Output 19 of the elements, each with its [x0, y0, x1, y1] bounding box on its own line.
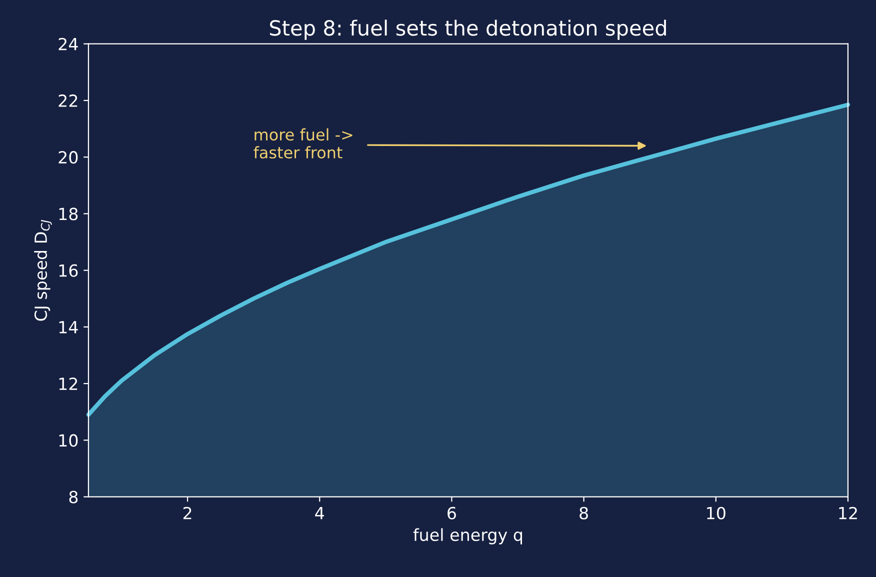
y-tick-label: 16 [59, 264, 78, 277]
y-axis-title: CJ speed D$_{CJ}$ [34, 220, 52, 321]
y-tick-label: 24 [58, 38, 78, 50]
annotation: more fuel -> faster front [254, 128, 352, 159]
x-tick-label: 12 [839, 506, 857, 520]
y-tick-label: 12 [59, 378, 78, 390]
y-tick-label: 22 [58, 94, 78, 107]
chart-title: Step 8: fuel sets the detonation speed [270, 20, 666, 40]
x-tick-label: 10 [707, 506, 726, 520]
x-tick-label: 4 [315, 507, 324, 520]
y-tick-label: 20 [58, 151, 78, 164]
x-tick-label: 6 [448, 506, 456, 520]
y-tick-label: 18 [59, 208, 78, 220]
x-tick-label: 8 [580, 506, 588, 520]
x-tick-label: 2 [183, 506, 192, 520]
y-tick-label: 10 [59, 434, 78, 447]
y-tick-label: 8 [69, 490, 78, 504]
x-axis-title: fuel energy q [413, 528, 522, 544]
y-tick-label: 14 [59, 321, 78, 334]
